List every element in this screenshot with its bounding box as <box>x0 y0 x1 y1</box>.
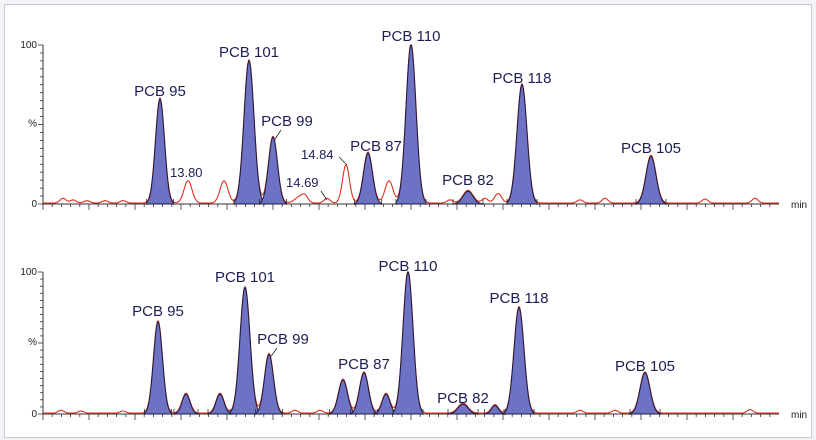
integrated-peak <box>503 306 535 415</box>
y-tick-label: 0 <box>31 199 37 210</box>
retention-time-label: 14.69 <box>286 175 319 190</box>
integrated-peak <box>395 44 427 205</box>
peak-label-leader <box>274 129 282 140</box>
peak-label: PCB 101 <box>215 269 275 286</box>
peak-label: PCB 99 <box>261 113 313 130</box>
x-unit-label: min <box>791 410 807 421</box>
peak-label: PCB 101 <box>219 44 279 61</box>
chromatogram-figure: 100% 0 min PCB 95 PCB 101 PCB 99 PCB 87 PCB 110… <box>4 4 812 438</box>
integrated-peak <box>484 404 506 415</box>
integrated-peak <box>207 393 233 415</box>
integrated-peak <box>354 152 382 205</box>
peak-label: PCB 118 <box>493 70 552 87</box>
y-tick-label: % <box>28 119 37 130</box>
integrated-peak <box>144 320 172 415</box>
peak-label: PCB 82 <box>437 390 489 407</box>
integrated-peak <box>452 190 484 205</box>
retention-time-label: 14.84 <box>301 147 334 162</box>
y-tick-label: 100 <box>20 267 37 278</box>
integrated-peak <box>255 353 283 415</box>
integrated-peak <box>329 379 357 415</box>
integrated-peak <box>629 372 661 415</box>
peak-label: PCB 110 <box>379 258 438 275</box>
integrated-peak <box>392 271 424 415</box>
peak-label: PCB 118 <box>490 290 549 307</box>
peak-label: PCB 87 <box>338 356 390 373</box>
chromatogram-panel-1: 100% 0 min PCB 95 PCB 101 PCB 99 PCB 87 PCB 110… <box>20 28 807 211</box>
peak-label: PCB 82 <box>442 172 494 189</box>
peak-label: PCB 99 <box>257 331 309 348</box>
integrated-peak <box>229 286 261 415</box>
y-tick-label: 0 <box>31 409 37 420</box>
integrated-peak <box>146 98 174 205</box>
y-tick-label: % <box>28 337 37 348</box>
peak-label: PCB 95 <box>132 303 184 320</box>
integrated-peak <box>635 155 667 205</box>
retention-time-label: 13.80 <box>170 165 203 180</box>
retention-time-leader <box>338 156 348 166</box>
peak-label: PCB 95 <box>134 83 186 100</box>
x-unit-label: min <box>791 200 807 211</box>
retention-time-leader <box>320 190 328 201</box>
chromatogram-panel-2: 100% 0 min PCB 95 PCB 101 PCB 99 PCB 87 PCB 110… <box>20 258 807 421</box>
peak-label-leader <box>270 347 278 357</box>
integrated-peak <box>259 136 287 205</box>
integrated-peak <box>173 393 199 415</box>
peak-label: PCB 105 <box>615 358 675 375</box>
y-tick-label: 100 <box>20 40 37 51</box>
peak-label: PCB 87 <box>350 138 402 155</box>
integrated-peak <box>233 60 265 205</box>
integrated-peak <box>447 403 479 415</box>
chromatogram-svg: 100% 0 min PCB 95 PCB 101 PCB 99 PCB 87 PCB 110… <box>20 28 807 421</box>
integrated-peak <box>506 84 538 205</box>
peak-label: PCB 105 <box>621 140 681 157</box>
peak-label: PCB 110 <box>382 28 441 45</box>
